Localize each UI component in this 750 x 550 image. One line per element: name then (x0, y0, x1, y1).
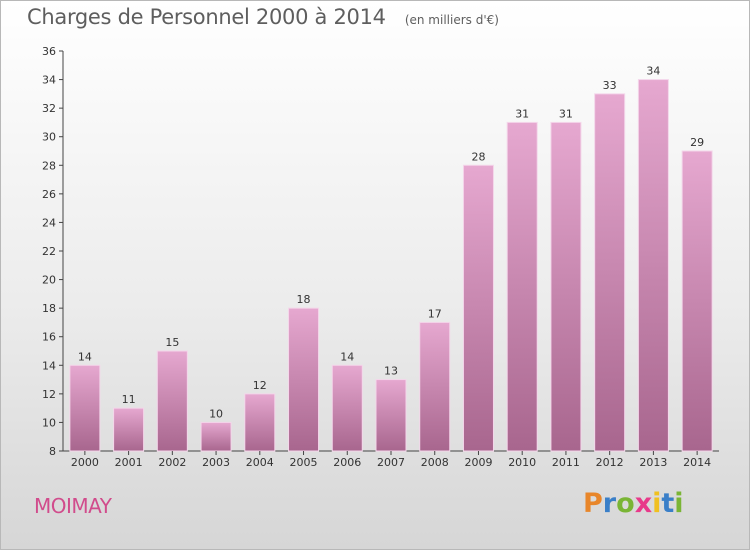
value-label-2011: 31 (559, 107, 573, 120)
value-label-2005: 18 (297, 293, 311, 306)
value-label-2007: 13 (384, 365, 398, 378)
bar-2006[interactable] (331, 364, 363, 452)
y-tick-label: 10 (42, 416, 56, 429)
logo-letter: x (634, 488, 653, 519)
x-tick-label-2005: 2005 (290, 456, 318, 469)
y-tick-label: 34 (42, 74, 56, 87)
y-tick-label: 16 (42, 331, 56, 344)
commune-name: MOIMAY (34, 494, 112, 518)
proxiti-logo[interactable]: Proxiti (583, 488, 684, 519)
chart-title: Charges de Personnel 2000 à 2014 (27, 5, 386, 29)
x-tick-label-2000: 2000 (71, 456, 99, 469)
logo-letter: i (674, 488, 684, 519)
y-tick-label: 8 (49, 445, 56, 458)
x-tick-label-2009: 2009 (464, 456, 492, 469)
bar-2003[interactable] (200, 421, 232, 452)
value-label-2004: 12 (253, 379, 267, 392)
y-tick-label: 24 (42, 216, 56, 229)
title-row: Charges de Personnel 2000 à 2014 (en mil… (27, 5, 499, 29)
bar-2013[interactable] (637, 79, 669, 452)
bar-2000[interactable] (69, 364, 101, 452)
bar-2008[interactable] (419, 321, 451, 452)
value-label-2001: 11 (122, 393, 136, 406)
logo-letter: o (616, 488, 635, 519)
logo-letter: i (652, 488, 662, 519)
x-tick-label-2008: 2008 (421, 456, 449, 469)
value-label-2003: 10 (209, 407, 223, 420)
value-label-2008: 17 (428, 307, 442, 320)
bar-2007[interactable] (375, 379, 407, 452)
x-tick-label-2012: 2012 (596, 456, 624, 469)
bar-2010[interactable] (506, 121, 538, 452)
y-tick-label: 14 (42, 359, 56, 372)
bar-2004[interactable] (244, 393, 276, 452)
bar-2011[interactable] (550, 121, 582, 452)
value-label-2009: 28 (471, 150, 485, 163)
chart-unit: (en milliers d'€) (404, 13, 499, 27)
value-label-2010: 31 (515, 107, 529, 120)
y-tick-label: 32 (42, 102, 56, 115)
x-tick-label-2013: 2013 (639, 456, 667, 469)
bar-2001[interactable] (113, 407, 145, 452)
bar-2005[interactable] (288, 307, 320, 452)
y-tick-label: 26 (42, 188, 56, 201)
value-label-2014: 29 (690, 136, 704, 149)
value-label-2013: 34 (646, 65, 660, 78)
value-label-2012: 33 (603, 79, 617, 92)
y-tick-label: 28 (42, 159, 56, 172)
y-tick-label: 20 (42, 274, 56, 287)
x-tick-label-2004: 2004 (246, 456, 274, 469)
x-tick-label-2014: 2014 (683, 456, 711, 469)
logo-letter: t (661, 488, 675, 519)
bar-2002[interactable] (156, 350, 188, 452)
x-tick-label-2011: 2011 (552, 456, 580, 469)
x-tick-label-2003: 2003 (202, 456, 230, 469)
value-label-2006: 14 (340, 350, 354, 363)
bar-2014[interactable] (681, 150, 713, 452)
y-tick-label: 18 (42, 302, 56, 315)
value-label-2002: 15 (165, 336, 179, 349)
x-tick-label-2006: 2006 (333, 456, 361, 469)
y-tick-label: 36 (42, 45, 56, 58)
logo-letter: r (602, 488, 617, 519)
x-tick-label-2010: 2010 (508, 456, 536, 469)
bar-2012[interactable] (594, 93, 626, 452)
y-tick-label: 22 (42, 245, 56, 258)
y-tick-label: 30 (42, 131, 56, 144)
x-tick-label-2002: 2002 (158, 456, 186, 469)
value-label-2000: 14 (78, 350, 92, 363)
y-tick-label: 12 (42, 388, 56, 401)
x-tick-label-2007: 2007 (377, 456, 405, 469)
bar-2009[interactable] (462, 164, 494, 452)
logo-letter: P (583, 488, 603, 519)
x-tick-label-2001: 2001 (115, 456, 143, 469)
